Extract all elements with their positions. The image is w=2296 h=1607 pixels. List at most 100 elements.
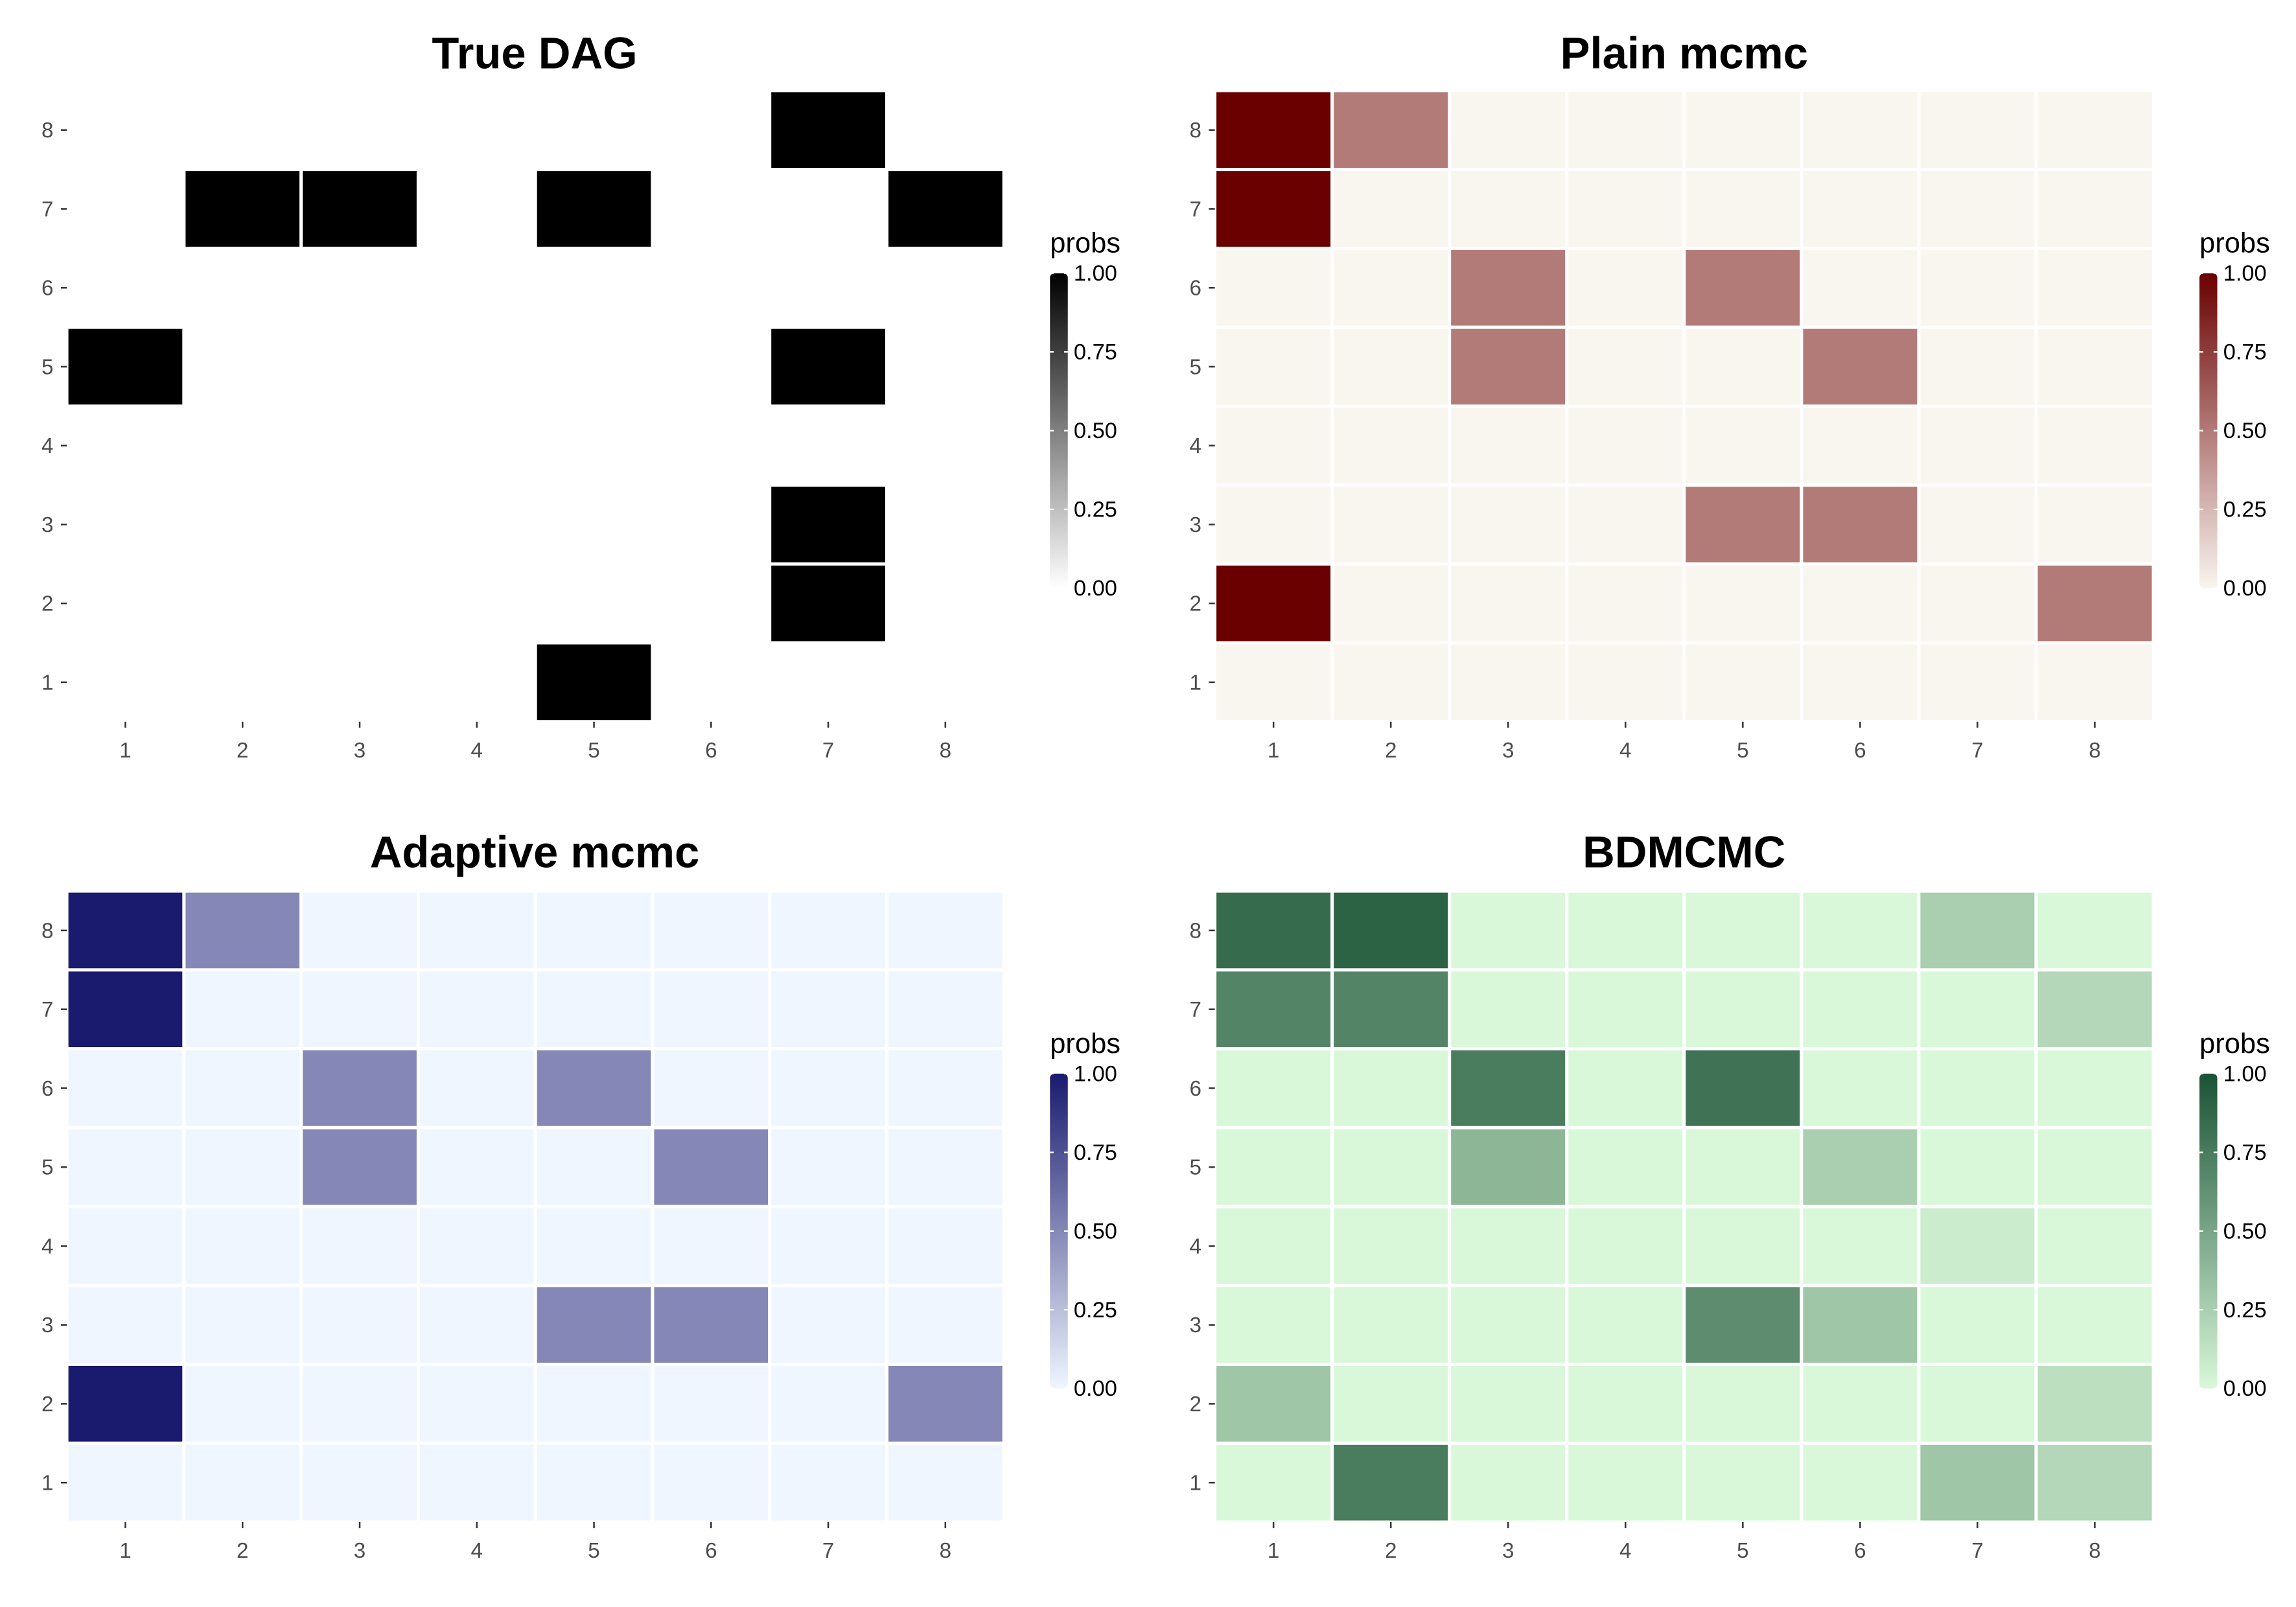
heatmap-cell [1216,249,1331,326]
panel-bdmcmc: BDMCMC 1 2 3 4 5 6 7 8 1 2 3 4 5 6 7 8 probs 0.00 0.25 0.50 0… [1190,827,2270,1563]
heatmap-cell [771,1208,885,1284]
y-tick-label: 8 [1190,119,1201,143]
heatmap-cell [1451,329,1566,405]
heatmap-cell [1334,1444,1448,1521]
heatmap-cell [1568,644,1683,721]
heatmap-cell [1451,249,1566,326]
heatmap-cell [1568,92,1683,168]
heatmap-cell [1920,92,2035,168]
heatmap-cell [185,1366,300,1442]
legend-colorbar [2199,273,2218,588]
legend-label: 0.50 [2223,419,2267,443]
heatmap-cell [1920,1208,2035,1284]
x-tick-label: 1 [119,739,131,763]
heatmap-cell [888,971,1003,1047]
heatmap-cell [1334,892,1448,969]
heatmap-cell [303,1287,417,1363]
heatmap-cell [1803,1444,1918,1521]
heatmap-cell [303,892,417,969]
heatmap-cell [1451,971,1566,1047]
heatmap-cell [419,971,534,1047]
heatmap-cell [1216,1444,1331,1521]
x-tick-label: 1 [1268,739,1279,763]
legend-label: 0.00 [1074,1376,1117,1401]
x-tick-label: 4 [1619,739,1631,763]
heatmap-cell [185,1129,300,1205]
heatmap-cell [1334,92,1448,168]
heatmap-cell [1686,408,1800,483]
heatmap-cell [1568,1129,1683,1205]
y-tick-label: 1 [1190,1472,1201,1496]
heatmap-cell [1803,971,1918,1047]
heatmap-cell [419,1366,534,1442]
heatmap-cell [303,1366,417,1442]
heatmap-cell [1451,487,1566,562]
y-tick-label: 6 [41,277,53,301]
y-tick-label: 4 [1190,434,1201,458]
heatmap-cell [1803,408,1918,483]
x-tick-label: 2 [1385,739,1397,763]
legend-label: 0.50 [1074,419,1117,443]
legend-title: probs [2199,228,2270,259]
heatmap-cell [1686,1287,1800,1363]
heatmap-cell [888,892,1003,969]
y-tick-label: 3 [1190,1313,1201,1337]
heatmap-cell [771,92,885,168]
y-tick-label: 8 [1190,919,1201,943]
heatmap-cell [654,892,769,969]
heatmap-cell [2037,92,2152,168]
heatmap-cell [1334,1050,1448,1126]
legend-title: probs [1050,228,1120,259]
y-tick-label: 1 [41,1472,53,1496]
x-tick-label: 8 [2089,739,2100,763]
heatmap-cell [1451,892,1566,969]
heatmap-cell [1920,249,2035,326]
heatmap-cell [1568,487,1683,562]
heatmap-cell [1451,1444,1566,1521]
heatmap-cell [888,171,1003,247]
legend-colorbar [1050,273,1068,588]
y-tick-label: 7 [41,198,53,222]
heatmap-cell [303,1444,417,1521]
y-tick-label: 5 [41,1156,53,1180]
heatmap-cell [888,1444,1003,1521]
heatmap-cell [1686,644,1800,721]
chart-title: True DAG [432,28,637,78]
heatmap-cell [68,971,183,1047]
legend-title: probs [2199,1028,2270,1059]
heatmap-cell [1803,487,1918,562]
heatmap-cell [1334,408,1448,483]
heatmap-cell [1451,408,1566,483]
x-tick-label: 3 [354,739,365,763]
legend-label: 0.50 [1074,1219,1117,1243]
x-tick-label: 8 [940,1539,951,1563]
heatmap-cell [1451,1366,1566,1442]
legend-label: 1.00 [1074,1061,1117,1086]
heatmap-cell [419,892,534,969]
heatmap-cell [419,1287,534,1363]
heatmap-cell [654,1366,769,1442]
y-tick-label: 2 [1190,1393,1201,1416]
heatmap-cell [1568,892,1683,969]
heatmap-cell [1216,329,1331,405]
legend-label: 0.00 [2223,576,2267,601]
heatmap-cell [771,1366,885,1442]
heatmap-cell [1920,329,2035,405]
heatmap-cell [1568,249,1683,326]
heatmap-cell [2037,1287,2152,1363]
y-tick-label: 2 [1190,592,1201,616]
heatmap-cell [1803,644,1918,721]
heatmap-cell [2037,565,2152,642]
heatmap-cell [1216,1050,1331,1126]
heatmap-cell [419,1208,534,1284]
heatmap-cell [1920,1050,2035,1126]
x-tick-label: 6 [1854,739,1866,763]
x-tick-label: 3 [354,1539,365,1563]
heatmap-cell [419,1129,534,1205]
y-tick-label: 6 [1190,1077,1201,1101]
heatmap-cell [1451,644,1566,721]
heatmap-cell [1216,644,1331,721]
heatmap-cell [771,565,885,642]
heatmap-cell [1686,1366,1800,1442]
heatmap-cell [1686,1050,1800,1126]
